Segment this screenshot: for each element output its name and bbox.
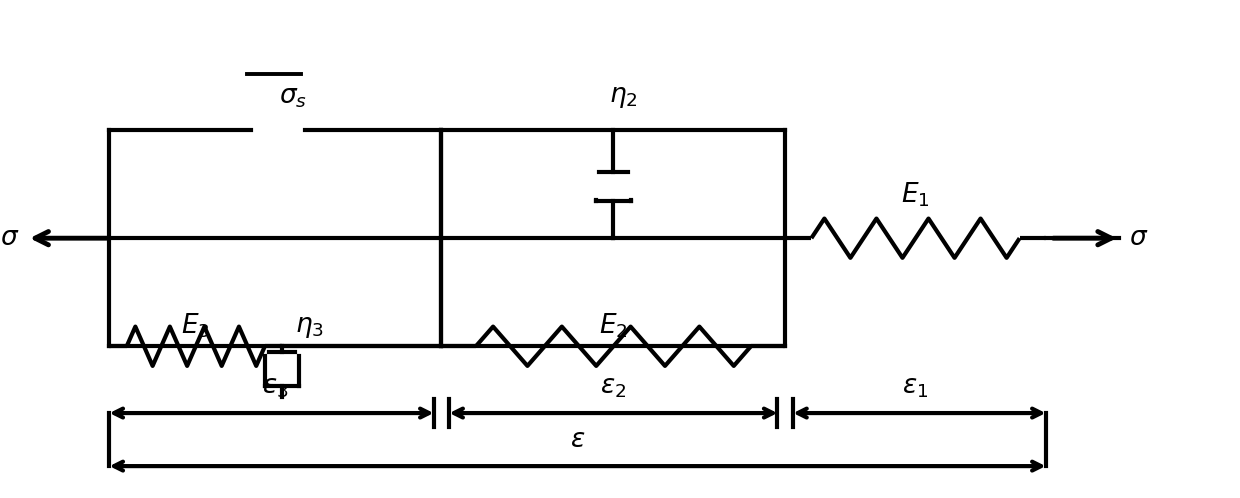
Text: $\varepsilon_3$: $\varepsilon_3$ — [262, 374, 289, 400]
Text: $E_3$: $E_3$ — [181, 312, 211, 340]
Text: $E_1$: $E_1$ — [901, 180, 930, 209]
Text: $\eta_3$: $\eta_3$ — [295, 314, 324, 340]
Text: $\varepsilon_1$: $\varepsilon_1$ — [903, 374, 929, 400]
Text: $\sigma$: $\sigma$ — [0, 225, 19, 251]
Text: $\varepsilon_2$: $\varepsilon_2$ — [600, 374, 626, 400]
Text: $\sigma$: $\sigma$ — [1130, 225, 1148, 251]
Text: $\sigma_s$: $\sigma_s$ — [279, 85, 306, 111]
Text: $E_2$: $E_2$ — [599, 312, 627, 340]
Text: $\eta_2$: $\eta_2$ — [609, 85, 637, 111]
Text: $\varepsilon$: $\varepsilon$ — [570, 427, 585, 453]
